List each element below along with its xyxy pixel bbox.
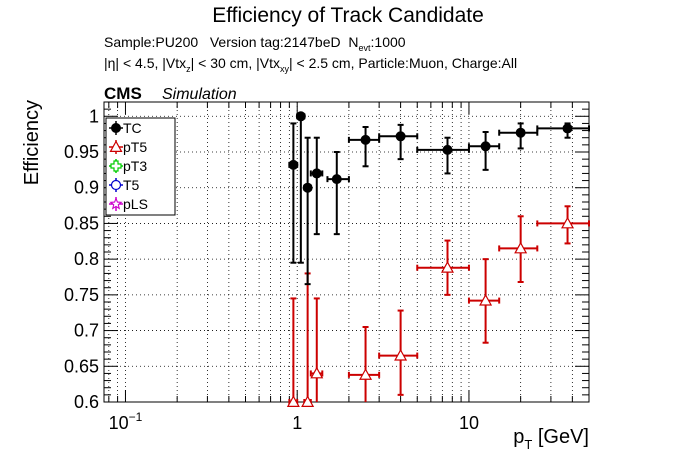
cuts-text-3: | < 2.5 cm, Particle:Muon, Charge:All	[288, 55, 518, 71]
legend-label: TC	[123, 120, 142, 136]
legend-label: pT5	[123, 139, 147, 155]
y-tick-label: 0.7	[74, 321, 99, 341]
y-tick-label: 0.6	[74, 392, 99, 412]
y-axis-label: Efficiency	[21, 100, 43, 185]
legend-marker	[109, 140, 123, 152]
data-point	[311, 168, 322, 179]
legend-item-pt5: pT5	[109, 139, 147, 155]
nevt-subscript: evt	[358, 42, 371, 53]
legend-label: pT3	[123, 158, 147, 174]
legend-item-tc: TC	[109, 120, 142, 136]
version-text: Version tag:2147beD	[209, 34, 341, 50]
data-point	[331, 174, 342, 185]
x-tick-label: 1	[292, 413, 302, 433]
data-point	[440, 260, 455, 273]
legend-item-t5: T5	[109, 177, 140, 193]
cuts-sub-2: xy	[279, 63, 289, 74]
simulation-label: Simulation	[162, 86, 237, 103]
cuts-text-1: |η| < 4.5, |Vtx	[104, 55, 187, 71]
data-point	[561, 216, 575, 229]
y-tick-label: 0.85	[64, 213, 99, 233]
data-point	[288, 159, 299, 170]
legend-marker	[109, 197, 123, 210]
legend-marker	[110, 160, 122, 172]
sample-info-line: Sample:PU200 Version tag:2147beD Nevt:10…	[104, 34, 406, 53]
x-tick-label: 10−1	[109, 410, 143, 433]
legend-item-pls: pLS	[109, 196, 148, 212]
data-point	[359, 368, 373, 380]
data-point	[514, 241, 528, 254]
y-tick-label: 0.75	[64, 285, 99, 305]
x-tick-label: 10	[459, 413, 479, 433]
cuts-info-line: |η| < 4.5, |Vtxz| < 30 cm, |Vtxxy| < 2.5…	[104, 55, 517, 74]
y-tick-label: 0.95	[64, 142, 99, 162]
data-point	[310, 366, 324, 379]
nevt-label: N	[348, 34, 359, 50]
y-tick-label: 0.65	[64, 356, 99, 376]
cms-label: CMS	[104, 84, 142, 103]
legend-marker	[111, 123, 121, 133]
data-point	[515, 127, 526, 138]
data-point	[360, 134, 371, 145]
data-point	[562, 123, 573, 134]
data-point	[394, 348, 408, 361]
data-point	[301, 395, 315, 407]
data-point	[480, 141, 491, 152]
legend: TC pT5 pT3 T5 pLS	[105, 117, 176, 216]
y-tick-label: 0.9	[74, 178, 99, 198]
legend-marker	[110, 179, 122, 191]
y-tick-label: 1	[89, 106, 99, 126]
data-point	[479, 293, 493, 306]
cuts-sub-1: z	[186, 63, 191, 74]
legend-label: pLS	[123, 196, 148, 212]
series-tc	[288, 111, 590, 286]
data-point	[395, 131, 406, 142]
legend-item-pt3: pT3	[109, 158, 147, 174]
sample-text: Sample:PU200	[104, 34, 199, 50]
cuts-text-2: | < 30 cm, |Vtx	[190, 55, 280, 71]
nevt-value: :1000	[370, 34, 406, 50]
chart-title: Efficiency of Track Candidate	[212, 4, 484, 27]
data-point	[295, 111, 306, 122]
data-point	[286, 395, 300, 407]
data-point	[442, 144, 453, 155]
data-point	[302, 182, 313, 193]
series-pt5	[286, 205, 590, 407]
legend-label: T5	[123, 177, 140, 193]
x-axis-label: pT [GeV]	[513, 426, 589, 452]
y-tick-label: 0.8	[74, 249, 99, 269]
